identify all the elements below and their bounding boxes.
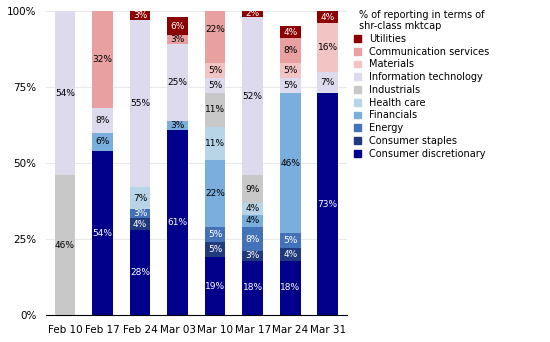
Bar bbox=[243, 227, 263, 251]
Text: 7%: 7% bbox=[133, 194, 147, 203]
Bar bbox=[167, 130, 188, 315]
Text: 16%: 16% bbox=[318, 43, 338, 52]
Bar bbox=[317, 72, 338, 93]
Bar bbox=[167, 44, 188, 120]
Text: 6%: 6% bbox=[170, 22, 185, 31]
Text: 46%: 46% bbox=[280, 159, 300, 168]
Bar bbox=[92, 151, 113, 315]
Bar bbox=[205, 0, 225, 63]
Bar bbox=[205, 127, 225, 160]
Bar bbox=[130, 218, 150, 230]
Bar bbox=[205, 258, 225, 315]
Text: 4%: 4% bbox=[245, 204, 260, 213]
Text: 8%: 8% bbox=[283, 46, 298, 55]
Text: 3%: 3% bbox=[133, 11, 147, 20]
Bar bbox=[317, 23, 338, 72]
Bar bbox=[243, 215, 263, 227]
Bar bbox=[243, 261, 263, 315]
Bar bbox=[243, 17, 263, 175]
Text: 55%: 55% bbox=[130, 99, 150, 108]
Text: 46%: 46% bbox=[55, 241, 75, 250]
Text: 5%: 5% bbox=[283, 66, 298, 75]
Text: 6%: 6% bbox=[95, 137, 109, 146]
Bar bbox=[167, 17, 188, 35]
Bar bbox=[317, 93, 338, 315]
Text: 18%: 18% bbox=[243, 284, 263, 292]
Text: 3%: 3% bbox=[133, 209, 147, 218]
Text: 28%: 28% bbox=[130, 268, 150, 277]
Text: 11%: 11% bbox=[205, 105, 225, 114]
Text: 5%: 5% bbox=[208, 230, 222, 239]
Text: 61%: 61% bbox=[168, 218, 188, 227]
Text: 19%: 19% bbox=[205, 282, 225, 291]
Bar bbox=[280, 63, 300, 78]
Text: 7%: 7% bbox=[321, 78, 335, 87]
Bar bbox=[130, 20, 150, 187]
Text: 4%: 4% bbox=[133, 220, 147, 228]
Text: 32%: 32% bbox=[92, 55, 113, 64]
Bar bbox=[280, 233, 300, 248]
Text: 3%: 3% bbox=[245, 251, 260, 261]
Bar bbox=[92, 11, 113, 108]
Bar bbox=[280, 78, 300, 93]
Bar bbox=[92, 133, 113, 151]
Text: 3%: 3% bbox=[170, 35, 185, 44]
Text: 5%: 5% bbox=[283, 236, 298, 245]
Text: 54%: 54% bbox=[92, 229, 113, 238]
Text: 9%: 9% bbox=[245, 185, 260, 194]
Bar bbox=[280, 26, 300, 38]
Text: 25%: 25% bbox=[168, 78, 188, 87]
Text: 54%: 54% bbox=[55, 89, 75, 97]
Text: 5%: 5% bbox=[283, 81, 298, 90]
Bar bbox=[130, 230, 150, 315]
Bar bbox=[280, 261, 300, 315]
Bar bbox=[243, 175, 263, 203]
Bar bbox=[130, 209, 150, 218]
Text: 4%: 4% bbox=[321, 13, 335, 22]
Bar bbox=[205, 63, 225, 78]
Bar bbox=[205, 93, 225, 127]
Legend: Utilities, Communication services, Materials, Information technology, Industrial: Utilities, Communication services, Mater… bbox=[354, 10, 489, 159]
Bar bbox=[54, 11, 75, 175]
Bar bbox=[243, 203, 263, 215]
Bar bbox=[130, 187, 150, 209]
Bar bbox=[205, 242, 225, 258]
Text: 5%: 5% bbox=[208, 246, 222, 254]
Text: 5%: 5% bbox=[208, 66, 222, 75]
Bar bbox=[167, 120, 188, 130]
Text: 22%: 22% bbox=[205, 25, 225, 34]
Text: 18%: 18% bbox=[280, 284, 300, 292]
Text: 5%: 5% bbox=[208, 81, 222, 90]
Text: 2%: 2% bbox=[245, 10, 260, 18]
Text: 4%: 4% bbox=[245, 216, 260, 225]
Bar bbox=[54, 175, 75, 315]
Text: 73%: 73% bbox=[318, 200, 338, 209]
Bar bbox=[130, 11, 150, 20]
Text: 22%: 22% bbox=[205, 189, 225, 198]
Bar bbox=[205, 227, 225, 242]
Text: 8%: 8% bbox=[95, 116, 109, 125]
Text: 3%: 3% bbox=[170, 121, 185, 130]
Text: 4%: 4% bbox=[283, 28, 298, 37]
Text: 8%: 8% bbox=[245, 235, 260, 244]
Bar bbox=[205, 78, 225, 93]
Bar bbox=[167, 35, 188, 44]
Bar bbox=[243, 251, 263, 261]
Bar bbox=[280, 248, 300, 261]
Bar bbox=[280, 93, 300, 233]
Bar bbox=[92, 108, 113, 133]
Bar bbox=[205, 160, 225, 227]
Text: 52%: 52% bbox=[243, 92, 263, 101]
Text: 4%: 4% bbox=[283, 250, 298, 259]
Bar bbox=[317, 11, 338, 23]
Bar bbox=[243, 11, 263, 17]
Text: 11%: 11% bbox=[205, 139, 225, 148]
Bar bbox=[280, 38, 300, 63]
